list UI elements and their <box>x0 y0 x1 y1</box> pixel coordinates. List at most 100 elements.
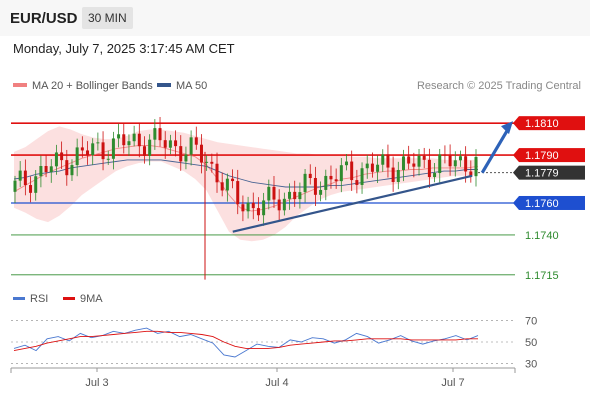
candle-body <box>246 202 250 212</box>
candle-body <box>360 168 364 185</box>
candle-body <box>168 140 172 148</box>
candle-body <box>448 155 452 167</box>
candle-body <box>189 137 193 155</box>
rsi-tick-label: 70 <box>525 316 537 328</box>
time-axis-label: Jul 3 <box>85 377 108 389</box>
candle-body <box>256 208 260 216</box>
candle-body <box>438 154 442 174</box>
level-label-pointer <box>513 116 519 131</box>
candle-body <box>308 173 312 179</box>
legend-ma20: MA 20 + Bollinger Bands <box>13 80 153 92</box>
rsi-ma-line <box>13 330 478 352</box>
candle-body <box>34 176 38 193</box>
rsi-ma-swatch <box>63 296 75 300</box>
level-label-support_green: 1.1740 <box>525 230 559 242</box>
legend-rsi-label: RSI <box>30 293 49 305</box>
candle-body <box>127 141 131 146</box>
legend-ma20-label: MA 20 + Bollinger Bands <box>32 80 153 92</box>
candle-body <box>86 150 90 155</box>
level-label-box <box>519 165 585 180</box>
level-label-box <box>519 148 585 163</box>
legend-ma50-label: MA 50 <box>176 80 208 92</box>
candle-body <box>205 161 209 163</box>
candle-body <box>106 158 110 160</box>
candle-body <box>262 200 266 216</box>
candle-body <box>236 181 240 205</box>
candle-body <box>101 142 105 160</box>
candle-body <box>282 198 286 211</box>
candle-body <box>54 152 58 167</box>
candle-body <box>469 171 473 177</box>
candle-body <box>370 163 374 172</box>
legend-rsi: RSI <box>13 293 48 305</box>
candle-body <box>18 170 22 181</box>
candle-body <box>443 154 447 156</box>
ma20-swatch <box>13 83 27 88</box>
candle-body <box>407 156 411 164</box>
candle-body <box>210 161 214 164</box>
credit-text: Research © 2025 Trading Central <box>416 80 581 92</box>
candle-body <box>474 156 478 177</box>
candle-body <box>303 173 307 193</box>
rsi-line <box>13 327 479 358</box>
candle-body <box>355 180 359 185</box>
candle-body <box>75 147 79 166</box>
candle-body <box>396 169 400 182</box>
rsi-tick-label: 50 <box>525 337 537 349</box>
candle-body <box>324 175 328 190</box>
candle-body <box>215 163 219 183</box>
candle-body <box>199 144 203 163</box>
ma50-swatch <box>157 83 171 88</box>
top-bar: EUR/USD 30 MIN <box>0 0 590 36</box>
candle-body <box>117 134 121 139</box>
candle-body <box>137 133 141 147</box>
time-axis-label: Jul 4 <box>265 377 288 389</box>
candle-body <box>381 154 385 165</box>
candle-body <box>412 163 416 167</box>
candle-body <box>142 146 146 156</box>
legend-ma50: MA 50 <box>157 80 207 92</box>
candle-body <box>29 185 33 193</box>
candle-body <box>427 159 431 178</box>
candle-body <box>339 165 343 182</box>
forecast-arrow-shaft <box>480 128 510 174</box>
candle-body <box>272 186 276 200</box>
candle-body <box>376 164 380 172</box>
candle-body <box>39 166 43 177</box>
candle-body <box>153 128 157 140</box>
candle-body <box>80 147 84 151</box>
candle-body <box>23 170 27 186</box>
forecast-arrow-head <box>501 121 513 135</box>
candle-body <box>277 199 281 211</box>
candle-body <box>13 180 17 192</box>
candle-body <box>148 139 152 156</box>
rsi-swatch <box>13 296 25 300</box>
candle-body <box>417 155 421 167</box>
candle-body <box>464 156 468 172</box>
candle-body <box>231 178 235 182</box>
trendline <box>232 174 473 233</box>
ma50-line <box>13 159 478 188</box>
rsi-tick-label: 30 <box>525 358 537 370</box>
candle-body <box>391 167 395 182</box>
candle-body <box>225 178 229 191</box>
candle-body <box>179 146 183 162</box>
candle-body <box>184 154 188 162</box>
candle-body <box>241 204 245 212</box>
timeframe-badge[interactable]: 30 MIN <box>82 7 133 29</box>
candle-body <box>386 154 390 168</box>
level-label-box <box>519 116 585 131</box>
level-label-pointer <box>513 195 519 210</box>
legend-9ma-label: 9MA <box>80 293 103 305</box>
candle-body <box>334 179 338 182</box>
level-label-last: 1.1779 <box>525 168 559 180</box>
candle-body <box>453 160 457 167</box>
candle-body <box>433 173 437 178</box>
symbol-title: EUR/USD <box>10 10 78 27</box>
candle-body <box>298 192 302 200</box>
level-label-pointer <box>513 165 519 180</box>
candle-body <box>91 143 95 155</box>
candle-body <box>174 140 178 147</box>
candle-body <box>65 160 69 176</box>
